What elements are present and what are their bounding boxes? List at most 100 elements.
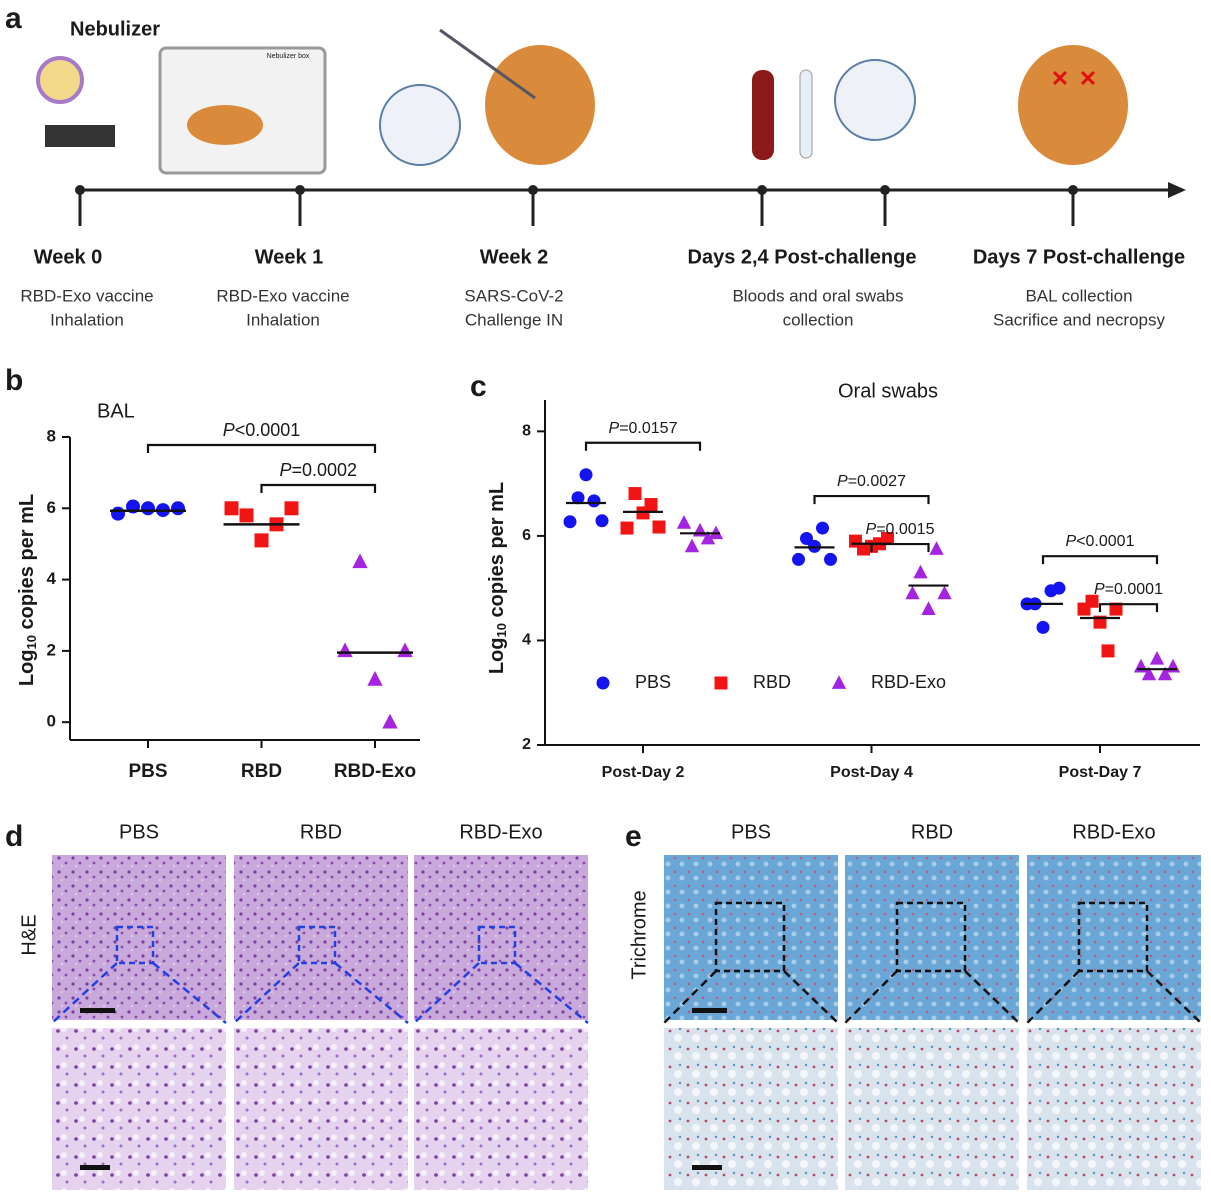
data-point	[881, 532, 894, 546]
y-tick-label: 4	[47, 569, 57, 588]
virus-zoom	[379, 84, 461, 166]
data-point	[628, 487, 642, 501]
micrograph-zoom	[845, 1028, 1019, 1190]
timeline-arrow	[1168, 182, 1186, 198]
zoom-lines	[413, 962, 589, 1024]
event-label: Days 2,4 Post-challenge	[688, 246, 917, 268]
data-point	[254, 533, 269, 548]
data-point	[824, 552, 837, 566]
y-tick-label: 4	[522, 632, 531, 649]
event-description: RBD-Exo vaccine	[216, 286, 349, 305]
data-point	[644, 498, 658, 512]
event-description: Bloods and oral swabs	[732, 286, 903, 305]
panel-label: e	[625, 820, 642, 853]
data-point	[929, 541, 944, 555]
legend-label: RBD	[753, 672, 791, 692]
x-tick-label: RBD-Exo	[334, 761, 416, 782]
event-description: Inhalation	[246, 310, 320, 329]
scale-bar	[80, 1008, 115, 1013]
data-point	[620, 521, 634, 535]
data-point	[1165, 658, 1181, 673]
blood-tube	[752, 70, 774, 160]
scale-bar	[692, 1008, 727, 1013]
data-point	[141, 501, 155, 516]
event-description: Challenge IN	[465, 310, 563, 329]
event-description: SARS-CoV-2	[464, 286, 563, 305]
data-point	[224, 501, 239, 516]
event-label: Week 2	[480, 246, 549, 268]
data-point	[596, 676, 610, 690]
data-point	[816, 521, 829, 535]
data-point	[1036, 620, 1050, 634]
zoom-box	[895, 901, 967, 973]
x-eye: ✕	[1051, 66, 1069, 91]
column-label: PBS	[119, 821, 159, 843]
y-tick-label: 6	[47, 498, 56, 517]
x-tick-label: Post-Day 7	[1059, 764, 1142, 781]
x-eye: ✕	[1079, 66, 1097, 91]
hamster-icon	[485, 45, 595, 165]
legend-label: PBS	[635, 672, 671, 692]
swab-icon	[439, 28, 536, 100]
micrograph-zoom	[52, 1028, 226, 1190]
y-tick-label: 8	[522, 423, 531, 440]
micrograph	[52, 855, 226, 1020]
zoom-box	[297, 925, 337, 965]
data-point	[367, 671, 383, 686]
data-point	[239, 508, 254, 523]
data-point	[692, 522, 708, 537]
comparison-bracket	[1041, 555, 1159, 565]
panel-label: d	[5, 820, 23, 853]
chart-title: Oral swabs	[838, 380, 938, 402]
micrograph	[1027, 855, 1201, 1020]
p-value-label: P=0.0001	[1094, 581, 1163, 598]
y-axis-label-part: 10	[494, 623, 509, 637]
data-point	[800, 532, 813, 546]
micrograph	[664, 855, 838, 1020]
data-point	[284, 501, 299, 516]
panel-label: b	[5, 364, 23, 397]
column-label: RBD-Exo	[1072, 821, 1155, 843]
comparison-bracket	[260, 483, 377, 493]
data-point	[700, 530, 716, 545]
p-value-label: P=0.0002	[279, 460, 357, 480]
micrograph	[234, 855, 408, 1020]
data-point	[1157, 666, 1173, 681]
data-point	[676, 515, 692, 529]
data-point	[792, 552, 805, 566]
data-point	[913, 564, 928, 579]
event-description: RBD-Exo vaccine	[20, 286, 153, 305]
device-label: Nebulizer	[70, 18, 160, 40]
column-label: RBD-Exo	[459, 821, 542, 843]
data-point	[1149, 650, 1165, 665]
data-point	[652, 520, 666, 534]
p-value-label: P=0.0157	[609, 420, 678, 437]
comparison-bracket	[813, 494, 930, 505]
data-point	[1133, 658, 1149, 673]
data-point	[352, 553, 368, 569]
data-point	[579, 468, 593, 482]
column-label: PBS	[731, 821, 771, 843]
zoom-lines	[51, 962, 227, 1024]
data-point	[1085, 594, 1099, 608]
zoom-box	[1077, 901, 1149, 973]
column-label: RBD	[300, 821, 342, 843]
data-point	[337, 642, 353, 658]
data-point	[905, 585, 920, 600]
micrograph	[414, 855, 588, 1020]
x-tick-label: Post-Day 2	[602, 764, 685, 781]
data-point	[684, 538, 700, 553]
event-description: BAL collection	[1025, 286, 1132, 305]
data-point	[831, 675, 847, 689]
y-tick-label: 2	[47, 640, 56, 659]
y-tick-label: 2	[522, 736, 531, 753]
y-axis-label-part: Log	[486, 637, 508, 674]
timeline-illustrations: ✕ ✕	[36, 28, 1186, 198]
device-icon	[45, 125, 115, 147]
column-label: RBD	[911, 821, 953, 843]
event-label: Week 0	[34, 246, 103, 268]
event-description: Sacrifice and necropsy	[993, 310, 1165, 329]
data-point	[595, 514, 609, 528]
y-axis-label-part: 10	[24, 635, 39, 649]
